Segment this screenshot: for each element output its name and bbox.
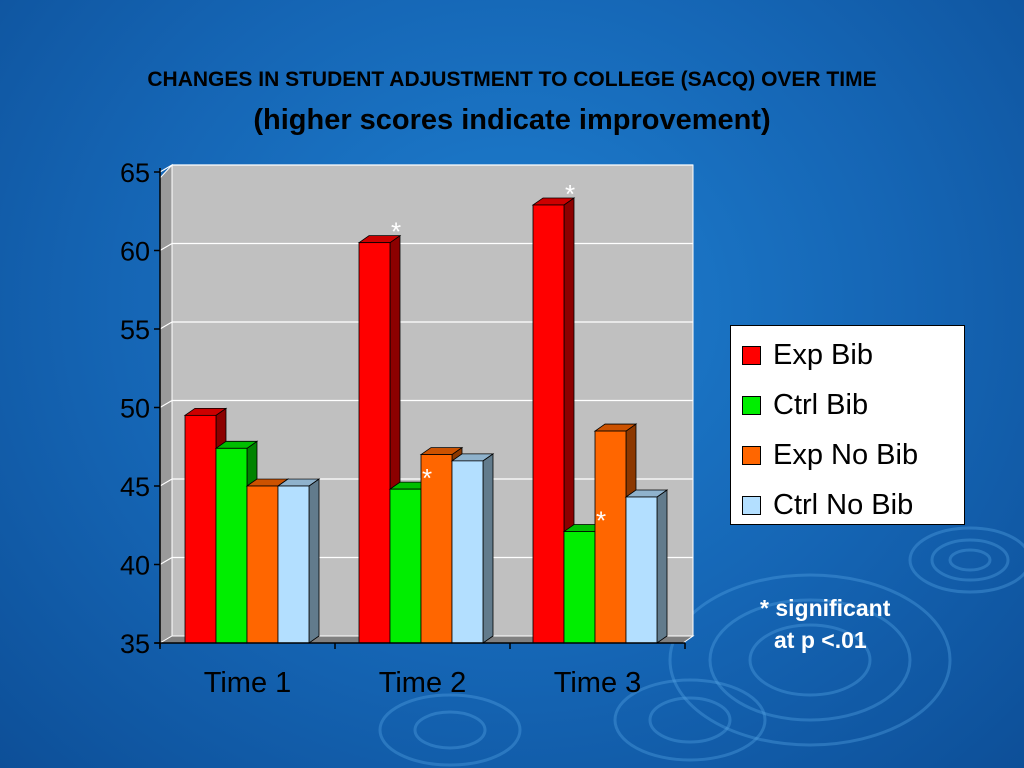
x-tick-label: Time 3 xyxy=(554,667,642,699)
legend-swatch xyxy=(742,345,761,365)
significance-marker: * xyxy=(391,217,401,247)
bar-ctrl-no-bib xyxy=(450,453,495,644)
gridline xyxy=(159,242,173,252)
gridline xyxy=(159,556,173,566)
bar-front xyxy=(594,430,627,644)
bar-ctrl-no-bib xyxy=(624,489,669,644)
chart-subtitle: (higher scores indicate improvement) xyxy=(253,104,771,136)
legend: Exp Bib Ctrl Bib Exp No Bib Ctrl No Bib xyxy=(730,325,965,525)
legend-swatch xyxy=(742,445,761,465)
bar-front xyxy=(277,485,310,644)
bar-front xyxy=(625,496,658,644)
gridline xyxy=(159,321,173,330)
legend-item-ctrl-bib: Ctrl Bib xyxy=(742,385,868,425)
bar-front xyxy=(451,460,484,644)
significance-marker: * xyxy=(422,463,432,493)
bar-front xyxy=(532,204,565,644)
y-tick-label: 50 xyxy=(120,394,150,424)
x-tick-label: Time 1 xyxy=(204,667,292,699)
legend-label: Exp Bib xyxy=(773,338,873,371)
gridline xyxy=(159,399,173,409)
bar-side xyxy=(482,453,494,644)
legend-item-exp-no-bib: Exp No Bib xyxy=(742,435,918,475)
significance-marker: * xyxy=(565,179,575,209)
x-tick-label: Time 2 xyxy=(379,667,467,699)
y-tick-label: 45 xyxy=(120,472,150,502)
y-tick-label: 35 xyxy=(120,629,150,659)
gridline xyxy=(159,164,173,173)
bar-front xyxy=(563,531,596,644)
bar-front xyxy=(215,447,248,644)
legend-item-ctrl-no-bib: Ctrl No Bib xyxy=(742,485,913,525)
y-tick-label: 55 xyxy=(120,315,150,345)
note-line-2: at p <.01 xyxy=(774,627,867,653)
bar-front xyxy=(184,414,217,644)
legend-swatch xyxy=(742,395,761,415)
gridline xyxy=(159,478,173,487)
bar-front xyxy=(420,454,453,644)
y-tick-label: 60 xyxy=(120,237,150,267)
y-tick-label: 65 xyxy=(120,158,150,188)
bar-front xyxy=(389,488,422,644)
note-line-1: * significant xyxy=(760,595,891,621)
chart-title: CHANGES IN STUDENT ADJUSTMENT TO COLLEGE… xyxy=(147,68,877,91)
bar-side xyxy=(308,478,320,644)
legend-swatch xyxy=(742,495,761,515)
legend-item-exp-bib: Exp Bib xyxy=(742,335,873,375)
bar-front xyxy=(358,242,391,644)
legend-label: Exp No Bib xyxy=(773,438,919,471)
bar-front xyxy=(246,485,279,644)
bar-side xyxy=(656,489,668,644)
bar-ctrl-no-bib xyxy=(276,478,321,644)
legend-label: Ctrl Bib xyxy=(773,388,869,421)
significance-note: * significant at p <.01 xyxy=(760,592,890,656)
significance-marker: * xyxy=(596,506,606,536)
legend-label: Ctrl No Bib xyxy=(773,488,914,521)
y-tick-label: 40 xyxy=(120,551,150,581)
